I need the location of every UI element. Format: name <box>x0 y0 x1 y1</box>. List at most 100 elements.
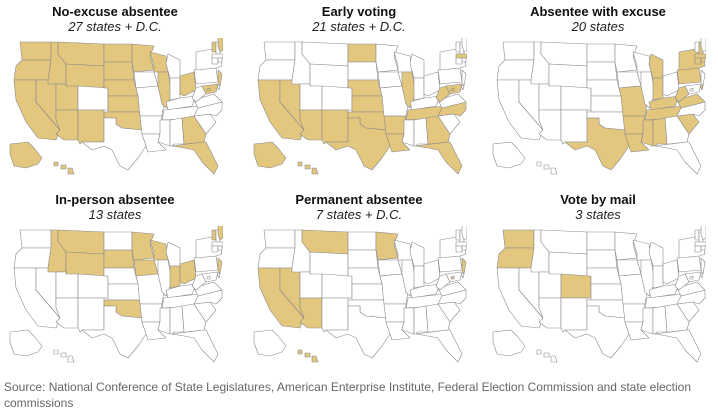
state-mn <box>131 231 154 261</box>
state-pa <box>676 255 701 273</box>
state-in <box>169 77 180 101</box>
panel-title: Early voting <box>321 4 397 19</box>
state-fl <box>171 141 218 175</box>
state-al <box>652 305 667 335</box>
state-in <box>652 265 663 289</box>
state-ut <box>299 83 322 111</box>
panel-subtitle: 3 states <box>575 207 621 222</box>
state-tx <box>564 117 629 171</box>
state-in <box>169 265 180 289</box>
state-va <box>193 93 222 109</box>
state-ut <box>299 271 322 299</box>
state-tx <box>325 305 390 359</box>
state-dc <box>450 87 454 92</box>
state-hi <box>53 161 74 175</box>
panel-title: In-person absentee <box>55 192 175 207</box>
state-ar <box>383 303 406 323</box>
state-ri <box>461 57 466 63</box>
state-fl <box>415 329 462 363</box>
state-sd <box>586 61 617 81</box>
state-hi <box>536 349 557 363</box>
state-nm <box>77 109 104 145</box>
state-in <box>413 77 424 101</box>
state-va <box>437 93 466 109</box>
state-fl <box>415 141 462 175</box>
source-note: Source: National Conference of State Leg… <box>4 380 692 410</box>
panel-absentee-with-excuse: Absentee with excuse 20 states <box>483 4 713 178</box>
state-wv <box>435 85 450 103</box>
state-ks <box>107 95 140 113</box>
state-ar <box>139 115 162 135</box>
state-co <box>77 273 108 299</box>
state-ma <box>694 241 706 247</box>
state-nj <box>461 257 466 275</box>
state-wy <box>65 251 104 277</box>
state-nj <box>217 257 222 275</box>
us-map <box>9 38 223 175</box>
panel-subtitle: 13 states <box>88 207 142 222</box>
state-wy <box>65 63 104 89</box>
state-nj <box>700 69 705 87</box>
state-ct <box>455 245 462 253</box>
state-mn <box>131 43 154 73</box>
state-mt <box>301 41 348 67</box>
state-nd <box>103 231 132 251</box>
state-nj <box>700 257 705 275</box>
us-map <box>9 226 223 363</box>
state-sd <box>347 249 378 269</box>
state-pa <box>437 255 462 273</box>
state-oh <box>179 71 196 97</box>
us-map <box>492 38 706 175</box>
state-nm <box>560 297 587 333</box>
state-oh <box>423 71 440 97</box>
state-vt <box>211 229 216 241</box>
state-ms <box>401 119 414 147</box>
state-ky <box>648 95 679 111</box>
state-mt <box>57 229 104 255</box>
state-fl <box>171 329 218 363</box>
state-ma <box>694 53 706 59</box>
state-ar <box>139 303 162 323</box>
state-mt <box>57 41 104 67</box>
state-ks <box>590 283 623 301</box>
panel-subtitle: 27 states + D.C. <box>68 19 162 34</box>
state-al <box>652 117 667 147</box>
state-ky <box>648 283 679 299</box>
state-va <box>676 281 705 297</box>
state-nd <box>347 43 376 63</box>
state-ia <box>616 71 641 89</box>
panel-in-person-absentee: In-person absentee 13 states <box>0 192 230 366</box>
state-tx <box>564 305 629 359</box>
state-ct <box>455 57 462 65</box>
state-al <box>169 117 184 147</box>
state-ky <box>409 95 440 111</box>
state-wa <box>502 229 534 249</box>
state-tx <box>81 117 146 171</box>
us-map <box>253 38 467 175</box>
state-co <box>321 273 352 299</box>
state-ma <box>455 53 467 59</box>
panel-subtitle: 20 states <box>571 19 625 34</box>
state-ky <box>165 283 196 299</box>
state-ut <box>55 83 78 111</box>
state-ar <box>622 303 645 323</box>
state-ct <box>211 245 218 253</box>
state-ar <box>383 115 406 135</box>
state-ri <box>700 57 705 63</box>
state-ia <box>616 259 641 277</box>
state-ms <box>157 119 170 147</box>
state-vt <box>455 41 460 53</box>
state-ks <box>351 95 384 113</box>
state-pa <box>193 255 218 273</box>
state-sd <box>586 249 617 269</box>
state-dc <box>206 275 210 280</box>
state-ms <box>640 119 653 147</box>
state-nj <box>461 69 466 87</box>
state-pa <box>437 67 462 85</box>
state-me <box>461 38 467 53</box>
state-az <box>299 297 322 329</box>
state-dc <box>689 275 693 280</box>
panel-title: Absentee with excuse <box>530 4 666 19</box>
state-al <box>169 305 184 335</box>
state-sd <box>103 61 134 81</box>
